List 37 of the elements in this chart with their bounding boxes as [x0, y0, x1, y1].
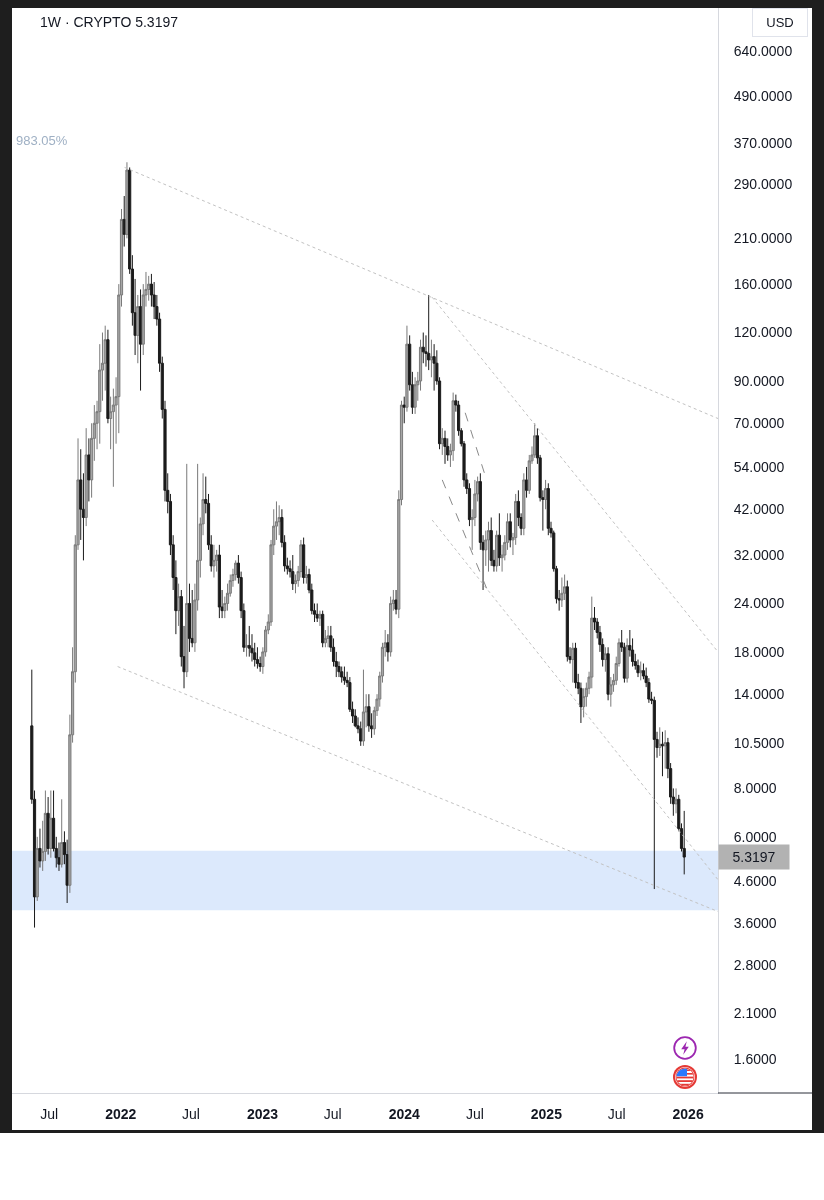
- y-tick-label: 10.5000: [733, 734, 785, 751]
- x-tick-label: 2025: [530, 1105, 563, 1122]
- y-tick-label: 640.0000: [733, 42, 793, 59]
- y-tick-label: 370.0000: [733, 134, 793, 151]
- y-tick-label: 90.0000: [733, 372, 785, 389]
- y-tick-label: 8.0000: [733, 780, 777, 797]
- y-tick-label: 6.0000: [733, 828, 777, 845]
- y-tick-label: 290.0000: [733, 175, 793, 192]
- y-tick-label: 70.0000: [733, 415, 785, 432]
- x-tick-label: Jul: [40, 1105, 59, 1122]
- x-tick-label: Jul: [323, 1105, 342, 1122]
- x-tick-label: Jul: [607, 1105, 626, 1122]
- y-tick-label: 3.6000: [733, 914, 777, 931]
- y-axis-title: USD: [766, 15, 794, 30]
- x-tick-label: Jul: [465, 1105, 484, 1122]
- y-tick-label: 490.0000: [733, 87, 793, 104]
- x-tick-label: 2023: [246, 1105, 279, 1122]
- text: 5.3197: [732, 849, 776, 865]
- x-tick-label: 2022: [105, 1105, 137, 1122]
- y-tick-label: 14.0000: [733, 686, 785, 703]
- annotation: 983.05%: [16, 133, 68, 148]
- x-tick-label: 2024: [388, 1105, 420, 1122]
- y-tick-label: 42.0000: [733, 501, 785, 518]
- y-tick-label: 32.0000: [733, 546, 785, 563]
- y-tick-label: 210.0000: [733, 230, 793, 247]
- x-tick-label: Jul: [182, 1105, 200, 1122]
- y-tick-label: 2.8000: [733, 957, 777, 974]
- y-tick-label: 1.6000: [733, 1051, 777, 1068]
- y-tick-label: 2.1000: [733, 1005, 777, 1022]
- y-tick-label: 54.0000: [733, 458, 785, 475]
- chart-title: 1W · CRYPTO 5.3197: [40, 13, 179, 30]
- y-tick-label: 120.0000: [733, 324, 793, 341]
- y-tick-label: 24.0000: [733, 595, 785, 612]
- y-tick-label: 18.0000: [733, 643, 785, 660]
- y-tick-label: 160.0000: [733, 276, 793, 293]
- x-tick-label: 2026: [672, 1105, 704, 1122]
- y-tick-label: 4.6000: [733, 873, 777, 890]
